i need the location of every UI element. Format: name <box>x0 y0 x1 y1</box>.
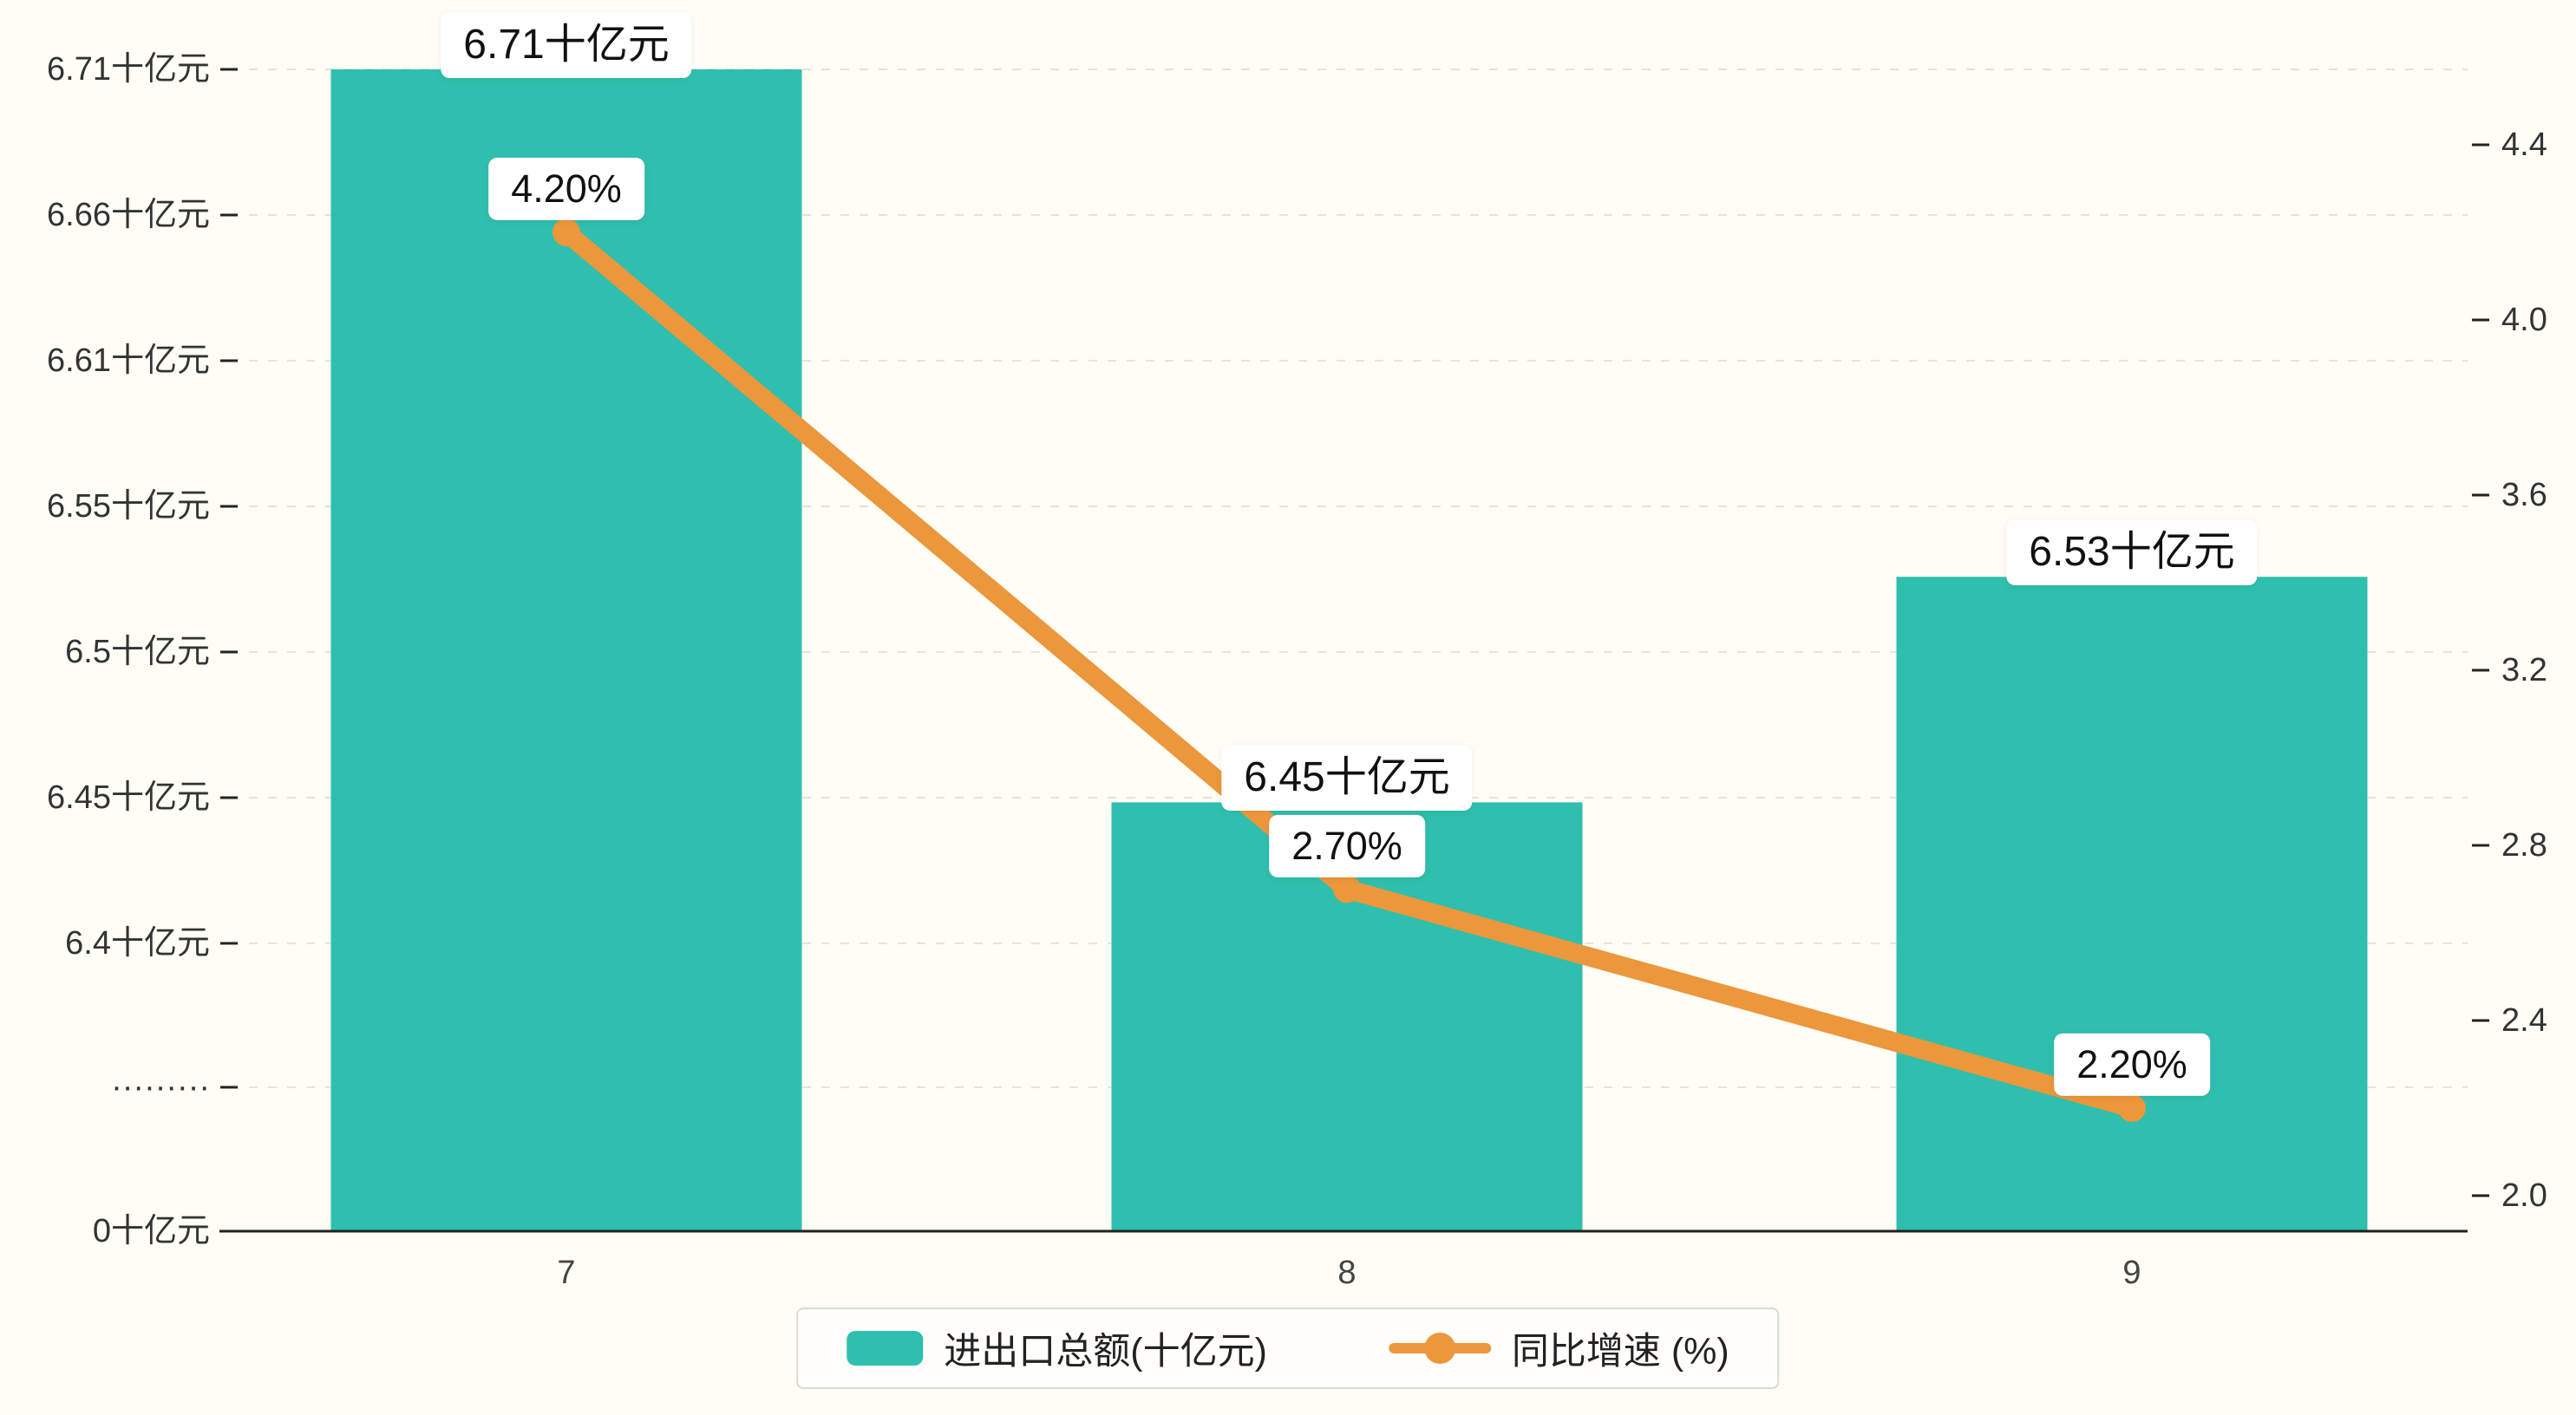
right-axis-tick-label: 3.2 <box>2501 652 2547 688</box>
left-axis-tick-label: 6.4十亿元 <box>65 925 210 962</box>
left-axis-tick-label: 6.66十亿元 <box>47 197 210 233</box>
left-axis-tick-label: 6.61十亿元 <box>47 342 210 379</box>
growth-rate-point[interactable] <box>2118 1094 2146 1122</box>
line-series-marker-icon <box>1388 1333 1491 1364</box>
bar-7[interactable] <box>330 69 802 1231</box>
right-axis-tick-label: 4.0 <box>2501 302 2547 338</box>
growth-rate-point[interactable] <box>552 218 580 246</box>
line-series-dot-icon <box>1423 1333 1455 1364</box>
left-axis-tick-label: 6.71十亿元 <box>47 51 210 88</box>
right-axis-tick-label: 2.0 <box>2501 1177 2547 1214</box>
legend-label-line-series: 同比增速 (%) <box>1511 1331 1729 1373</box>
growth-rate-point[interactable] <box>1333 875 1361 903</box>
x-axis-category-label: 7 <box>557 1255 575 1291</box>
left-axis-tick-label: 6.45十亿元 <box>47 779 210 816</box>
left-axis-tick-label: 0十亿元 <box>93 1213 210 1249</box>
legend: 进出口总额(十亿元) 同比增速 (%) <box>796 1307 1780 1389</box>
bar-series-swatch-icon <box>847 1331 924 1366</box>
right-axis-tick-label: 3.6 <box>2501 477 2547 513</box>
right-axis-tick-label: 2.8 <box>2501 827 2547 864</box>
right-axis-tick-label: 4.4 <box>2501 127 2547 163</box>
left-axis-tick-label: 6.55十亿元 <box>47 488 210 525</box>
legend-item-bar-series[interactable]: 进出口总额(十亿元) <box>847 1321 1267 1375</box>
x-axis-category-label: 9 <box>2122 1255 2141 1291</box>
left-axis-tick-label: 6.5十亿元 <box>65 634 210 670</box>
bar-8[interactable] <box>1111 802 1583 1231</box>
legend-label-bar-series: 进出口总额(十亿元) <box>944 1331 1267 1373</box>
right-axis-tick-label: 2.4 <box>2501 1002 2547 1039</box>
x-axis-category-label: 8 <box>1337 1255 1356 1291</box>
legend-item-line-series[interactable]: 同比增速 (%) <box>1388 1321 1729 1375</box>
bar-9[interactable] <box>1896 577 2368 1231</box>
left-axis-tick-label: ········· <box>111 1069 210 1105</box>
